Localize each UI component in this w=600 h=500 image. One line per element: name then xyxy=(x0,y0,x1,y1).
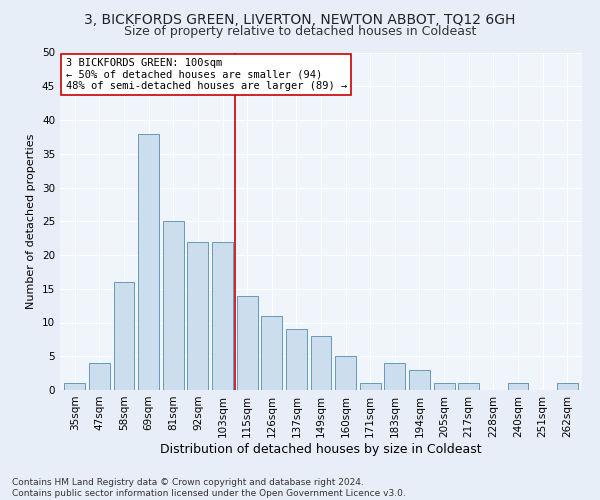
Bar xyxy=(89,363,110,390)
Bar xyxy=(557,383,578,390)
Text: 3 BICKFORDS GREEN: 100sqm
← 50% of detached houses are smaller (94)
48% of semi-: 3 BICKFORDS GREEN: 100sqm ← 50% of detac… xyxy=(65,58,347,92)
Bar xyxy=(458,383,479,390)
Bar xyxy=(236,296,257,390)
Bar xyxy=(113,282,134,390)
Bar xyxy=(261,316,282,390)
Text: Size of property relative to detached houses in Coldeast: Size of property relative to detached ho… xyxy=(124,25,476,38)
Bar xyxy=(163,221,184,390)
Bar xyxy=(187,242,208,390)
Bar xyxy=(212,242,233,390)
Bar xyxy=(286,329,307,390)
Y-axis label: Number of detached properties: Number of detached properties xyxy=(26,134,37,309)
Bar xyxy=(385,363,406,390)
X-axis label: Distribution of detached houses by size in Coldeast: Distribution of detached houses by size … xyxy=(160,442,482,456)
Bar xyxy=(138,134,159,390)
Bar xyxy=(360,383,381,390)
Bar xyxy=(335,356,356,390)
Text: 3, BICKFORDS GREEN, LIVERTON, NEWTON ABBOT, TQ12 6GH: 3, BICKFORDS GREEN, LIVERTON, NEWTON ABB… xyxy=(85,12,515,26)
Bar xyxy=(409,370,430,390)
Bar xyxy=(64,383,85,390)
Bar xyxy=(311,336,331,390)
Bar xyxy=(508,383,529,390)
Bar xyxy=(434,383,455,390)
Text: Contains HM Land Registry data © Crown copyright and database right 2024.
Contai: Contains HM Land Registry data © Crown c… xyxy=(12,478,406,498)
